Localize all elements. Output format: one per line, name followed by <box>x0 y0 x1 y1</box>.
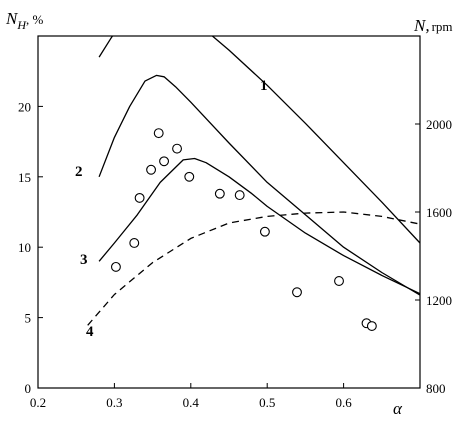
y-left-tick-label: 0 <box>25 381 32 396</box>
curve-label-3: 3 <box>80 252 88 268</box>
y-right-axis-symbol: N, <box>413 16 430 35</box>
data-point <box>366 321 377 331</box>
x-tick-label: 0.4 <box>183 395 200 410</box>
y-left-tick-label: 15 <box>18 170 31 185</box>
y-left-tick-label: 10 <box>18 240 31 255</box>
y-right-tick-label: 1200 <box>426 293 452 308</box>
y-right-tick-label: 1600 <box>426 205 452 220</box>
data-point <box>334 276 344 286</box>
y-left-tick-label: 20 <box>18 99 31 114</box>
y-right-tick-label: 2000 <box>426 117 452 132</box>
data-point <box>234 190 245 201</box>
data-point <box>214 188 225 199</box>
ticks: 0.2 0.3 0.4 0.5 0.6 0 5 10 15 20 800 1200 1600 2000 <box>18 99 452 410</box>
curve-1 <box>98 36 420 244</box>
scatter-points <box>110 128 377 331</box>
curves <box>87 36 420 326</box>
data-point <box>153 128 164 139</box>
x-axis-title: α <box>393 399 403 418</box>
curve-4 <box>87 211 420 326</box>
y-left-axis-symbol: N <box>5 9 19 28</box>
y-right-tick-label: 800 <box>426 381 446 396</box>
curve-label-2: 2 <box>75 164 83 180</box>
y-left-axis-subscript: H <box>16 18 27 32</box>
data-point <box>184 171 195 182</box>
plot-frame <box>37 35 421 389</box>
curve-2 <box>98 74 420 296</box>
data-point <box>159 156 170 167</box>
data-point <box>110 261 121 272</box>
data-point <box>134 192 145 203</box>
labels: NH, % N, rpm α 1 2 3 4 <box>5 9 453 418</box>
curve-label-4: 4 <box>86 324 94 340</box>
x-tick-label: 0.6 <box>335 395 352 410</box>
curve-label-1: 1 <box>260 78 268 94</box>
curve-3 <box>98 157 420 295</box>
data-point <box>259 226 270 237</box>
x-tick-label: 0.2 <box>30 395 46 410</box>
data-point <box>292 287 302 298</box>
y-right-axis-title: N, rpm <box>413 16 453 35</box>
data-point <box>129 238 140 248</box>
x-tick-label: 0.5 <box>259 395 275 410</box>
axes-frame <box>37 35 421 389</box>
y-left-axis-unit: , % <box>26 12 44 27</box>
data-point <box>146 164 157 175</box>
x-tick-label: 0.3 <box>106 395 122 410</box>
y-right-axis-unit: rpm <box>432 19 453 34</box>
y-left-tick-label: 5 <box>25 311 32 326</box>
data-point <box>172 143 182 154</box>
y-left-axis-title: NH, % <box>5 9 44 32</box>
